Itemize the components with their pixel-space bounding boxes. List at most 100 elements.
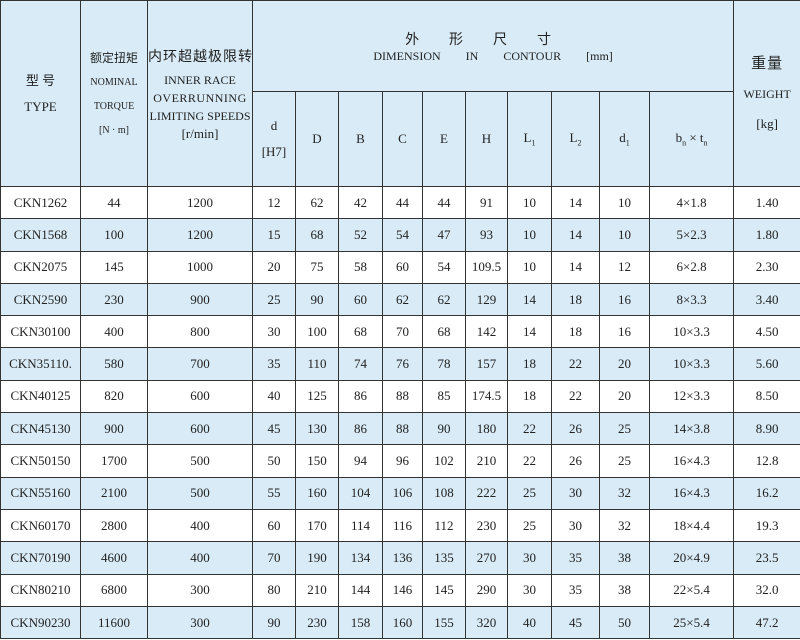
cell-B: 114 xyxy=(338,508,383,543)
cell-H: 270 xyxy=(465,541,508,575)
torque-header-en2: TORQUE xyxy=(93,100,135,112)
cell-d: 60 xyxy=(252,508,296,543)
dimension-header-cn: 外形尺寸 xyxy=(405,32,582,48)
cell-H: 222 xyxy=(465,476,508,510)
cell-L2: 30 xyxy=(551,476,600,510)
cell-torque: 820 xyxy=(80,379,148,414)
cell-D: 90 xyxy=(295,282,339,317)
cell-L1: 14 xyxy=(507,315,552,349)
cell-d: 35 xyxy=(252,347,296,381)
cell-C: 70 xyxy=(382,315,423,349)
cell-d1: 12 xyxy=(599,250,650,284)
cell-B: 68 xyxy=(338,315,383,349)
col-d-label: d xyxy=(270,118,278,133)
table-row: CKN40125 820 600 40 125 86 88 85 174.5 18 22 20 12×3… xyxy=(0,379,800,414)
cell-E: 90 xyxy=(422,412,466,446)
cell-L1: 10 xyxy=(507,218,552,252)
cell-type: CKN1262 xyxy=(0,185,81,220)
cell-D: 190 xyxy=(295,541,339,575)
cell-L2: 26 xyxy=(551,444,600,478)
cell-type: CKN50150 xyxy=(0,444,81,478)
table-row: CKN2590 230 900 25 90 60 62 62 129 14 18 16 8×3.3 3.4… xyxy=(0,282,800,317)
col-d1-label: d xyxy=(619,130,626,146)
cell-H: 91 xyxy=(465,185,508,220)
cell-weight: 12.8 xyxy=(733,444,800,478)
cell-d1: 50 xyxy=(599,605,650,640)
cell-speed: 800 xyxy=(147,315,253,349)
cell-E: 44 xyxy=(422,185,466,220)
cell-type: CKN40125 xyxy=(0,379,81,414)
col-L2-sub: 2 xyxy=(577,138,582,148)
cell-C: 96 xyxy=(382,444,423,478)
cell-torque: 2100 xyxy=(80,476,148,510)
cell-weight: 5.60 xyxy=(733,347,800,381)
speed-header: 内环超越极限转速 INNER RACE OVERRUNNING LIMITING… xyxy=(147,0,253,187)
torque-header-cn: 额定扭矩 xyxy=(89,50,138,65)
cell-B: 42 xyxy=(338,185,383,220)
cell-type: CKN90230 xyxy=(0,605,81,640)
type-header-cn: 型 号 xyxy=(25,72,56,88)
cell-d1: 10 xyxy=(599,218,650,252)
table-row: CKN1568 100 1200 15 68 52 54 47 93 10 14 10 5×2.3 1.8… xyxy=(0,218,800,252)
cell-E: 68 xyxy=(422,315,466,349)
cell-d: 30 xyxy=(252,315,296,349)
cell-L1: 25 xyxy=(507,476,552,510)
cell-L2: 14 xyxy=(551,250,600,284)
cell-bn-tn: 5×2.3 xyxy=(648,218,735,252)
cell-weight: 2.30 xyxy=(733,250,800,284)
cell-torque: 6800 xyxy=(80,573,148,607)
cell-d: 90 xyxy=(252,605,296,640)
cell-torque: 400 xyxy=(80,315,148,349)
cell-type: CKN1568 xyxy=(0,218,81,252)
cell-H: 230 xyxy=(465,508,508,543)
col-D: D xyxy=(295,91,339,187)
cell-weight: 8.50 xyxy=(733,379,800,414)
cell-bn-tn: 25×5.4 xyxy=(648,605,735,640)
cell-d1: 20 xyxy=(599,347,650,381)
cell-type: CKN35110. xyxy=(0,347,81,381)
cell-d1: 10 xyxy=(599,185,650,220)
col-bn-tn: bn × tn xyxy=(648,91,735,187)
cell-type: CKN70190 xyxy=(0,541,81,575)
cell-type: CKN2590 xyxy=(0,282,81,317)
cell-E: 62 xyxy=(422,282,466,317)
cell-speed: 500 xyxy=(147,476,253,510)
col-C: C xyxy=(382,91,423,187)
speed-header-en1: INNER RACE xyxy=(164,72,236,87)
cell-B: 58 xyxy=(338,250,383,284)
col-tn-sub: n xyxy=(703,138,708,148)
cell-d1: 32 xyxy=(599,508,650,543)
type-header: 型 号 TYPE xyxy=(0,0,81,187)
col-E: E xyxy=(422,91,466,187)
cell-C: 160 xyxy=(382,605,423,640)
cell-D: 230 xyxy=(295,605,339,640)
cell-L2: 45 xyxy=(551,605,600,640)
cell-bn-tn: 18×4.4 xyxy=(648,508,735,543)
col-tn-label: t xyxy=(699,130,704,146)
cell-D: 125 xyxy=(295,379,339,414)
col-bn-sub: n xyxy=(682,138,687,148)
cell-weight: 16.2 xyxy=(733,476,800,510)
cell-E: 47 xyxy=(422,218,466,252)
cell-d1: 38 xyxy=(599,541,650,575)
col-L1-label: L xyxy=(523,130,532,146)
cell-D: 130 xyxy=(295,412,339,446)
cell-bn-tn: 10×3.3 xyxy=(648,315,735,349)
cell-L2: 18 xyxy=(551,315,600,349)
cell-E: 54 xyxy=(422,250,466,284)
cell-H: 290 xyxy=(465,573,508,607)
cell-weight: 4.50 xyxy=(733,315,800,349)
cell-L1: 30 xyxy=(507,573,552,607)
cell-C: 44 xyxy=(382,185,423,220)
cell-E: 78 xyxy=(422,347,466,381)
cell-d: 70 xyxy=(252,541,296,575)
cell-weight: 8.90 xyxy=(733,412,800,446)
cell-L1: 22 xyxy=(507,412,552,446)
cell-bn-tn: 16×4.3 xyxy=(648,444,735,478)
cell-C: 88 xyxy=(382,412,423,446)
cell-weight: 32.0 xyxy=(733,573,800,607)
cell-torque: 44 xyxy=(80,185,148,220)
cell-type: CKN30100 xyxy=(0,315,81,349)
table-row: CKN1262 44 1200 12 62 42 44 44 91 10 14 10 4×1.8 1.40 xyxy=(0,185,800,220)
cell-torque: 2800 xyxy=(80,508,148,543)
